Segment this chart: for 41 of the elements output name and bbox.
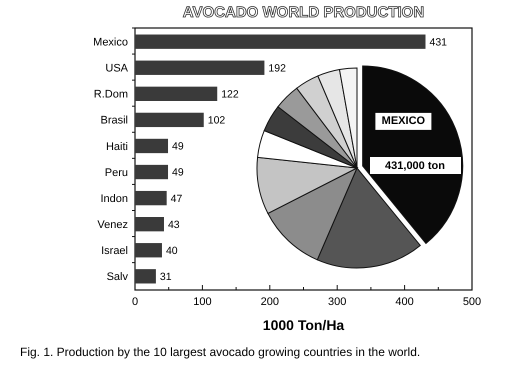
y-tick-label: Peru [104,166,128,179]
y-tick-label: Brasil [100,114,128,127]
data-label: 192 [268,62,286,74]
y-tick-label: Haiti [106,140,128,153]
y-tick-label: Indon [100,192,128,205]
data-label: 43 [168,218,180,231]
data-label: 31 [160,270,172,283]
bar [135,34,426,49]
data-label: 49 [172,166,184,179]
bar [135,86,218,101]
y-tick-label: R.Dom [94,88,128,101]
chart-title: AVOCADO WORLD PRODUCTION [182,4,424,21]
y-tick-label: Salv [106,271,128,284]
data-label: 47 [170,192,183,205]
x-tick-label: 100 [193,296,212,308]
x-tick-label: 500 [462,296,482,308]
bar [135,112,204,128]
bar [135,138,168,154]
data-label: 102 [208,114,226,127]
y-tick-label: Israel [101,245,128,258]
bar [135,217,164,232]
bar [135,269,156,284]
y-tick-label: USA [105,62,129,75]
y-tick-label: Mexico [93,36,128,49]
bar [135,190,167,206]
y-tick-label: Venez [97,219,128,232]
bar [135,60,264,75]
x-tick-label: 200 [260,296,279,308]
data-label: 431 [429,36,448,48]
annotation: 431,000 ton [385,160,446,172]
bar [135,243,162,258]
caption: Fig. 1. Production by the 10 largest avocado growing countries in the world. [20,345,420,359]
data-label: 49 [172,140,184,153]
x-axis-title: 1000 Ton/Ha [262,317,344,333]
bar [135,164,168,180]
x-tick-label: 0 [132,296,138,308]
slice-label: MEXICO [382,114,426,127]
x-tick-label: 400 [395,296,414,308]
data-label: 122 [221,88,239,100]
x-tick-label: 300 [328,296,346,308]
data-label: 40 [166,244,178,257]
